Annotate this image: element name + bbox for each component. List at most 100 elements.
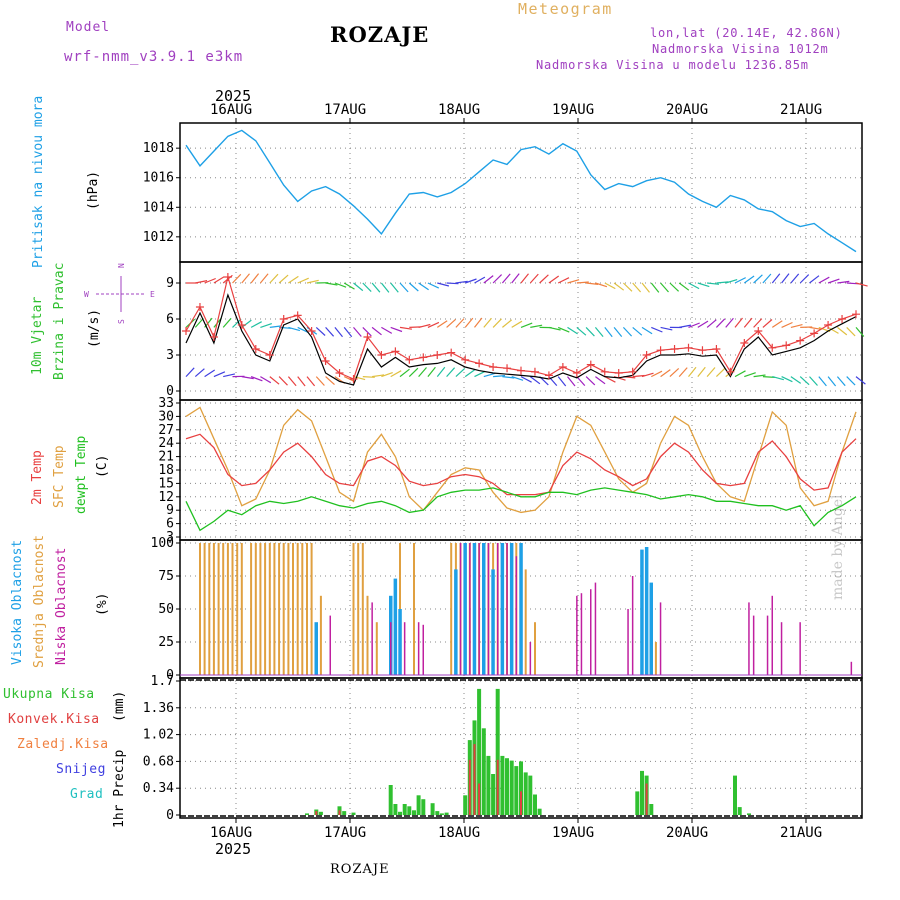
wind-barb bbox=[567, 376, 576, 387]
wind-barb bbox=[585, 326, 595, 337]
day-label-bottom: 21AUG bbox=[780, 825, 822, 841]
pressure-ylabel: Pritisak na nivou mora bbox=[31, 96, 46, 268]
compass-n: N bbox=[117, 263, 126, 268]
precip-total-bar bbox=[430, 803, 435, 815]
wind-gust-marker bbox=[419, 353, 428, 362]
wind-gust-marker bbox=[237, 321, 246, 329]
cloud-mid-ylabel: Srednja Oblacnost bbox=[32, 535, 47, 668]
cloud-bar-niska bbox=[580, 593, 583, 675]
cloud-bar-visoka bbox=[491, 569, 495, 675]
wind-barb bbox=[399, 368, 410, 378]
wind-barb bbox=[493, 375, 506, 378]
wind-barb bbox=[697, 366, 706, 377]
wind-barb bbox=[483, 372, 496, 378]
coords-label: lon,lat (20.14E, 42.86N) bbox=[650, 26, 843, 40]
wind-gust-marker bbox=[600, 367, 609, 376]
precip-total-bar bbox=[500, 755, 505, 815]
wind-gust-marker bbox=[670, 345, 679, 353]
wind-barb bbox=[511, 273, 520, 284]
precip-total-bar bbox=[747, 813, 751, 815]
compass-w: W bbox=[84, 290, 89, 299]
wind-barb bbox=[660, 326, 673, 331]
cloud-bar-niska bbox=[329, 615, 331, 675]
precip-total-bar bbox=[635, 791, 640, 815]
wind-gust-marker bbox=[796, 336, 805, 345]
cloud-bar-niska bbox=[799, 622, 801, 675]
day-label-top: 18AUG bbox=[438, 102, 480, 118]
wind-barb bbox=[343, 327, 353, 338]
cloud-bar-visoka bbox=[500, 543, 505, 675]
wind-barb bbox=[446, 318, 456, 328]
wind-barb bbox=[799, 376, 810, 386]
panel-frame bbox=[179, 122, 863, 263]
wind-gust-marker bbox=[614, 369, 623, 377]
wind-barb bbox=[325, 326, 335, 337]
cloud-bar-srednja bbox=[319, 595, 322, 675]
legend-snow: Snijeg bbox=[56, 762, 106, 777]
wind-barb bbox=[753, 318, 763, 328]
y-tick-label: 24 bbox=[158, 436, 174, 451]
wind-barb bbox=[278, 376, 288, 386]
wind-barb bbox=[232, 318, 242, 328]
wind-gust-marker bbox=[182, 327, 190, 335]
wind-barb bbox=[557, 376, 567, 387]
wind-gust-marker bbox=[586, 360, 595, 369]
day-label-bottom: 20AUG bbox=[666, 825, 708, 841]
day-label-top: 17AUG bbox=[324, 102, 366, 118]
cloud-bar-srednja bbox=[217, 543, 220, 675]
wind-barb bbox=[669, 282, 680, 292]
y-tick-label: 21 bbox=[158, 450, 174, 465]
wind-barb bbox=[678, 282, 690, 291]
cloud-bar-niska bbox=[422, 624, 424, 675]
precip-convective-bar bbox=[473, 744, 476, 815]
wind-barb bbox=[688, 366, 697, 377]
dewpt-ylabel: dewpt Temp bbox=[74, 436, 89, 514]
wind-barb bbox=[501, 273, 511, 284]
wind-barb bbox=[483, 275, 494, 284]
wind-barb bbox=[427, 282, 440, 289]
wind-barb bbox=[390, 370, 402, 378]
cloud-bar-niska bbox=[659, 602, 662, 675]
precip-total-bar bbox=[523, 772, 528, 815]
precip-total-bar bbox=[305, 813, 309, 815]
wind-barb bbox=[381, 372, 393, 378]
wind-barb bbox=[650, 282, 660, 293]
wind-barb bbox=[474, 317, 483, 328]
year-bottom: 2025 bbox=[215, 840, 251, 858]
wind-barb bbox=[641, 372, 654, 378]
precip-convective-bar bbox=[645, 783, 648, 815]
cloud-bar-niska bbox=[469, 543, 471, 675]
cloud-bar-srednja bbox=[292, 543, 294, 675]
wind-barb bbox=[446, 367, 456, 378]
wind-barb bbox=[855, 376, 866, 385]
wind-barb bbox=[613, 327, 623, 337]
sfctemp-ylabel: SFC Temp bbox=[52, 445, 67, 508]
wind-barb bbox=[390, 282, 399, 293]
cloud-bar-niska bbox=[371, 602, 373, 675]
wind-barb bbox=[325, 282, 338, 286]
wind-barb bbox=[315, 376, 325, 386]
wind-barb bbox=[846, 326, 856, 337]
day-label-top: 20AUG bbox=[666, 102, 708, 118]
wind-barb bbox=[343, 282, 355, 290]
wind-barb bbox=[287, 376, 297, 387]
wind-gust-marker bbox=[530, 367, 539, 376]
day-label-bottom: 19AUG bbox=[552, 825, 594, 841]
cloud-bar-srednja bbox=[254, 543, 257, 675]
wind-barb bbox=[464, 317, 474, 328]
y-tick-label: 33 bbox=[158, 396, 174, 411]
wind-barb bbox=[632, 282, 642, 293]
cloud-bar-srednja bbox=[268, 543, 271, 675]
wind-barb bbox=[204, 277, 216, 284]
cloud-bar-niska bbox=[631, 576, 634, 675]
year-top: 2025 bbox=[215, 87, 251, 105]
wind-barb bbox=[809, 376, 818, 386]
wind-barb bbox=[195, 280, 208, 284]
y-tick-label: 1018 bbox=[143, 141, 174, 156]
wind-barb bbox=[567, 279, 580, 284]
wind-gust-marker bbox=[768, 343, 777, 352]
precip-total-bar bbox=[444, 812, 449, 815]
cloud-bar-visoka bbox=[398, 609, 402, 675]
cloud-bar-niska bbox=[506, 543, 508, 675]
precip-total-bar bbox=[737, 807, 742, 815]
